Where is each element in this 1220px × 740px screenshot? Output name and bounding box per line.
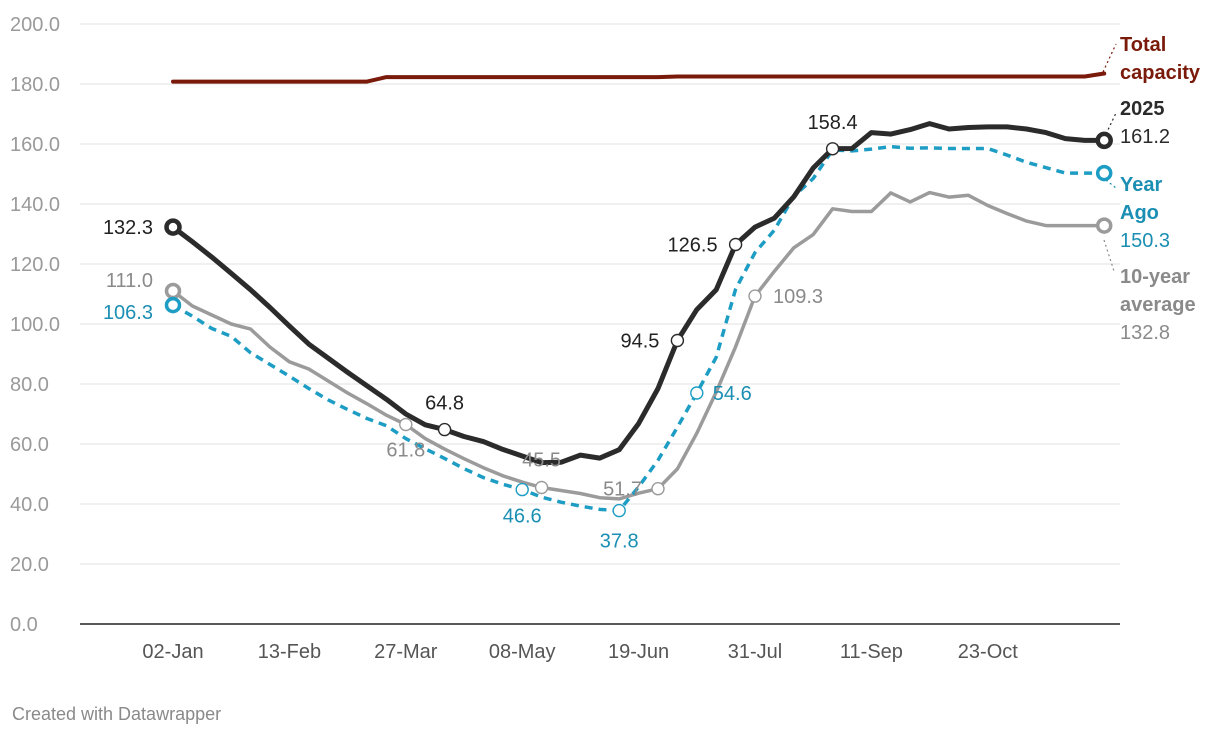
data-label: 64.8	[425, 393, 464, 415]
endpoint-marker	[1095, 164, 1113, 182]
series-line-total-capacity	[171, 71, 1107, 84]
x-tick-label: 11-Sep	[840, 641, 903, 663]
annotation-markers	[164, 131, 1113, 518]
endpoint-marker	[164, 218, 182, 236]
y-tick-label: 180.0	[10, 74, 60, 96]
annotation-point	[534, 480, 549, 495]
y-tick-label: 140.0	[10, 194, 60, 216]
y-tick-label: 20.0	[10, 554, 49, 576]
y-tick-label: 120.0	[10, 254, 60, 276]
y-tick-label: 100.0	[10, 314, 60, 336]
data-label: 61.8	[386, 440, 425, 462]
series-line-10-year-average	[171, 190, 1106, 501]
data-label: 37.8	[600, 531, 639, 553]
leader-line	[1103, 239, 1115, 272]
end-value-year-ago: 150.3	[1120, 230, 1170, 252]
annotation-point	[515, 482, 529, 497]
series-label-2025: 2025	[1120, 98, 1165, 120]
annotation-point	[728, 237, 743, 252]
annotation-point	[690, 386, 704, 400]
annotation-point	[748, 289, 762, 303]
data-label: 46.6	[503, 506, 542, 528]
x-tick-label: 19-Jun	[608, 641, 669, 663]
series-labels: 132.3 64.8 94.5 126.5 158.4 111.0 61.8 45.5 51.7…	[103, 34, 1201, 553]
series-label-year-ago: Year	[1120, 174, 1162, 196]
series-lines	[170, 71, 1107, 513]
x-axis-ticks: 02-Jan 13-Feb 27-Mar 08-May 19-Jun 31-Jul 11-S…	[142, 641, 1018, 663]
data-label: 109.3	[773, 286, 823, 308]
gridlines	[80, 23, 1120, 625]
y-tick-label: 80.0	[10, 374, 49, 396]
end-value-2025: 161.2	[1120, 126, 1170, 148]
y-tick-label: 40.0	[10, 494, 49, 516]
leader-line	[1102, 43, 1117, 73]
y-tick-label: 60.0	[10, 434, 49, 456]
end-value-10-year-average: 132.8	[1120, 322, 1170, 344]
endpoint-marker	[1095, 217, 1113, 234]
data-label: 126.5	[668, 235, 718, 257]
y-axis-ticks: 200.0 180.0 160.0 140.0 120.0 100.0 80.0 60.0 40…	[10, 14, 60, 636]
credit-text: Created with Datawrapper	[12, 704, 222, 724]
x-tick-label: 31-Jul	[728, 641, 782, 663]
series-label-total-capacity: capacity	[1120, 62, 1201, 84]
annotation-point	[651, 482, 665, 496]
series-label-total-capacity: Total	[1120, 34, 1166, 56]
x-tick-label: 08-May	[489, 641, 556, 663]
data-label: 54.6	[713, 383, 752, 405]
data-label: 132.3	[103, 217, 153, 239]
leader-line	[1105, 179, 1117, 189]
y-tick-label: 200.0	[10, 14, 60, 36]
data-label: 94.5	[620, 331, 659, 353]
endpoint-marker	[164, 282, 182, 300]
series-label-10-year-average: average	[1120, 294, 1196, 316]
y-tick-label: 160.0	[10, 134, 60, 156]
x-tick-label: 02-Jan	[142, 641, 203, 663]
series-line-year-ago	[172, 144, 1105, 513]
y-tick-label: 0.0	[10, 614, 38, 636]
series-label-10-year-average: 10-year	[1120, 266, 1190, 288]
data-label: 51.7	[603, 479, 642, 501]
leader-line	[1105, 112, 1117, 135]
x-tick-label: 27-Mar	[374, 641, 438, 663]
data-label: 45.5	[522, 450, 561, 472]
data-label: 111.0	[106, 270, 153, 292]
annotation-point	[612, 503, 626, 518]
series-line-2025	[170, 121, 1107, 466]
data-label: 158.4	[808, 112, 858, 134]
annotation-point	[399, 417, 413, 432]
endpoint-marker	[164, 296, 182, 314]
data-label: 106.3	[103, 302, 153, 324]
annotation-point	[670, 333, 685, 348]
x-tick-label: 23-Oct	[958, 641, 1018, 663]
endpoint-marker	[1095, 131, 1113, 150]
x-tick-label: 13-Feb	[258, 641, 321, 663]
annotation-point	[825, 142, 840, 156]
annotation-point	[437, 422, 452, 437]
series-label-year-ago: Ago	[1120, 202, 1159, 224]
